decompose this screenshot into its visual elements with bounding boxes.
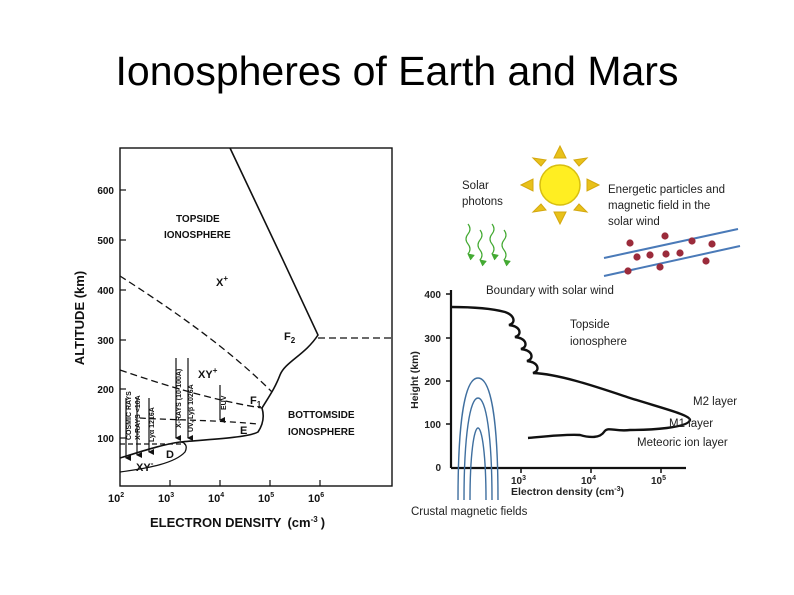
- label-lya: Lyα 1216A: [149, 407, 156, 442]
- energetic-particles-label: Energetic particles and magnetic field i…: [608, 184, 728, 228]
- topside-ionosphere-label: Topside ionosphere: [570, 319, 627, 348]
- mars-x-axis-label: Electron density (cm-3): [511, 486, 624, 498]
- solar-wind-field-icon: [603, 228, 741, 277]
- sun-icon: [519, 144, 601, 226]
- earth-x-tick-labels: 102 103 104 105 106: [108, 492, 324, 505]
- earth-ionosphere-figure: 100 200 300 400 500 600 102 103 104 105 …: [72, 147, 393, 530]
- label-cosmic-rays: COSMIC RAYS: [126, 391, 133, 440]
- mars-x-tick-1e5: 105: [651, 475, 666, 487]
- boundary-label: Boundary with solar wind: [486, 285, 614, 297]
- topside-label-line2: IONOSPHERE: [164, 230, 231, 241]
- earth-y-tick-100: 100: [97, 434, 114, 445]
- earth-plot-frame: [119, 147, 393, 487]
- m1-layer-label: M1 layer: [669, 418, 713, 430]
- slide-title: Ionospheres of Earth and Mars: [115, 48, 679, 94]
- label-xplus: X+: [216, 274, 228, 289]
- mars-y-tick-labels: 400 300 200 100 0: [424, 290, 441, 474]
- meteoric-layer-label: Meteoric ion layer: [637, 437, 728, 449]
- mars-x-ticks: [520, 468, 662, 473]
- earth-xyplus-lower-boundary: [139, 417, 259, 425]
- label-xrays-10-100a: X-RAYS (10-100A): [176, 369, 183, 428]
- earth-y-tick-600: 600: [97, 186, 114, 197]
- mars-y-tick-400: 400: [424, 290, 441, 301]
- mars-y-tick-100: 100: [424, 420, 441, 431]
- mars-axes: [449, 290, 686, 470]
- label-xyminus: XY-: [136, 459, 154, 474]
- earth-y-tick-400: 400: [97, 286, 114, 297]
- label-f2: F2: [284, 331, 296, 345]
- label-uv-lyb: UV, Lyβ 1026A: [188, 384, 195, 432]
- earth-arrow-labels: COSMIC RAYS X-RAYS <10A Lyα 1216A X-RAYS…: [126, 369, 228, 442]
- label-d: D: [166, 449, 174, 461]
- mars-x-tick-1e4: 104: [581, 475, 596, 487]
- earth-y-axis-label: ALTITUDE (km): [72, 271, 87, 365]
- crustal-field-lines-icon: [457, 377, 499, 501]
- label-xrays-10a: X-RAYS <10A: [135, 395, 142, 440]
- topside-label-line1: TOPSIDE: [176, 214, 220, 225]
- earth-layer-labels: F2 F1 E D X+ XY+ XY-: [136, 274, 296, 474]
- photon-arrows-icon: [465, 223, 511, 267]
- label-f1: F1: [250, 395, 262, 409]
- earth-radiation-arrows: [125, 358, 225, 461]
- mars-y-ticks: [446, 293, 451, 425]
- earth-x-ticks: [169, 480, 321, 486]
- mars-ionosphere-figure: Solar photons Energetic particles and ma…: [409, 144, 741, 518]
- earth-y-tick-500: 500: [97, 236, 114, 247]
- bottomside-label-line1: BOTTOMSIDE: [288, 410, 355, 421]
- earth-d-layer-curve: [119, 441, 187, 473]
- earth-x-tick-1e2: 102: [108, 492, 124, 505]
- mars-y-tick-300: 300: [424, 334, 441, 345]
- earth-xplus-boundary: [119, 275, 273, 393]
- mars-y-tick-200: 200: [424, 377, 441, 388]
- label-euv: EUV: [221, 395, 228, 410]
- earth-y-tick-labels: 100 200 300 400 500 600: [97, 186, 114, 445]
- mars-x-tick-labels: 103 104 105: [511, 475, 666, 487]
- crustal-fields-label: Crustal magnetic fields: [411, 506, 528, 518]
- earth-x-tick-1e6: 106: [308, 492, 324, 505]
- earth-y-tick-200: 200: [97, 385, 114, 396]
- earth-x-tick-1e3: 103: [158, 492, 174, 505]
- mars-density-profile: [450, 305, 692, 440]
- earth-y-tick-300: 300: [97, 336, 114, 347]
- bottomside-label-line2: IONOSPHERE: [288, 427, 355, 438]
- earth-x-tick-1e4: 104: [208, 492, 224, 505]
- earth-x-axis-label: ELECTRON DENSITY (cm-3): [150, 515, 325, 530]
- label-xyplus: XY+: [198, 366, 218, 381]
- earth-y-ticks: [120, 189, 126, 439]
- mars-y-axis-label: Height (km): [409, 351, 421, 409]
- mars-y-tick-0: 0: [435, 463, 441, 474]
- mars-x-tick-1e3: 103: [511, 475, 526, 487]
- m2-layer-label: M2 layer: [693, 396, 737, 408]
- earth-x-tick-1e5: 105: [258, 492, 274, 505]
- earth-region-labels: TOPSIDE IONOSPHERE BOTTOMSIDE IONOSPHERE: [164, 214, 355, 438]
- earth-xyplus-boundary: [119, 369, 263, 409]
- label-e: E: [240, 425, 247, 437]
- solar-photons-label: Solar photons: [462, 180, 503, 208]
